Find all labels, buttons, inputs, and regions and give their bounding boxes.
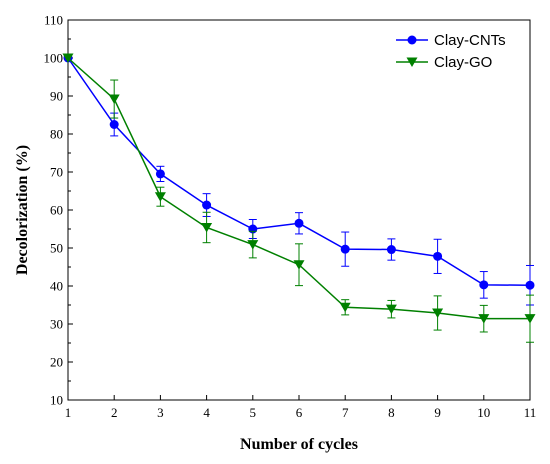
data-point-clay-cnts <box>479 280 489 290</box>
data-point-clay-go <box>62 53 74 63</box>
data-point-clay-go <box>154 192 166 202</box>
x-tick-label: 8 <box>388 405 395 420</box>
data-point-clay-go <box>478 314 490 324</box>
y-tick-label: 110 <box>44 13 63 28</box>
data-point-clay-cnts <box>433 251 443 261</box>
data-point-clay-go <box>524 314 536 324</box>
x-tick-label: 5 <box>250 405 257 420</box>
x-axis-title: Number of cycles <box>240 436 358 453</box>
data-point-clay-cnts <box>386 245 396 255</box>
legend-marker-clay-cnts <box>407 35 417 45</box>
data-point-clay-go <box>385 304 397 315</box>
data-point-clay-cnts <box>340 244 350 254</box>
y-tick-label: 100 <box>44 51 64 66</box>
y-tick-label: 80 <box>50 127 63 142</box>
data-point-clay-go <box>247 240 259 250</box>
y-axis: 10 20 30 40 50 60 70 80 90 100 110 <box>44 13 73 408</box>
y-tick-label: 10 <box>50 393 63 408</box>
legend-marker-clay-go <box>406 57 418 67</box>
x-tick-label: 2 <box>111 405 118 420</box>
y-axis-title: Decolorization (%) <box>14 145 31 275</box>
data-point-clay-cnts <box>202 200 212 210</box>
data-point-clay-go <box>108 94 120 105</box>
x-axis: 1 2 3 4 5 6 7 8 9 10 11 <box>65 395 537 420</box>
x-tick-label: 9 <box>434 405 441 420</box>
data-point-clay-go <box>201 222 213 233</box>
x-tick-label: 4 <box>203 405 210 420</box>
x-tick-label: 6 <box>296 405 303 420</box>
x-tick-label: 1 <box>65 405 72 420</box>
data-point-clay-cnts <box>294 218 304 228</box>
legend-label-clay-cnts: Clay-CNTs <box>434 32 506 49</box>
x-tick-label: 3 <box>157 405 164 420</box>
y-tick-label: 90 <box>50 89 63 104</box>
plot-frame <box>67 19 531 401</box>
series-clay-go <box>62 53 536 343</box>
y-tick-label: 40 <box>50 279 63 294</box>
x-tick-label: 7 <box>342 405 349 420</box>
data-point-clay-go <box>293 260 305 270</box>
x-tick-label: 10 <box>477 405 490 420</box>
series-layer <box>62 53 536 343</box>
y-tick-label: 20 <box>50 355 63 370</box>
data-point-clay-go <box>432 308 444 318</box>
legend-box <box>386 24 522 74</box>
y-tick-label: 70 <box>50 165 63 180</box>
data-point-clay-cnts <box>155 169 165 179</box>
y-tick-label: 50 <box>50 241 63 256</box>
legend-label-clay-go: Clay-GO <box>434 54 492 71</box>
y-tick-label: 60 <box>50 203 63 218</box>
data-point-clay-cnts <box>525 280 535 290</box>
y-tick-label: 30 <box>50 317 63 332</box>
legend: Clay-CNTs Clay-GO <box>386 24 522 74</box>
data-point-clay-go <box>339 302 351 313</box>
data-point-clay-cnts <box>109 120 119 129</box>
x-tick-label: 11 <box>524 405 537 420</box>
